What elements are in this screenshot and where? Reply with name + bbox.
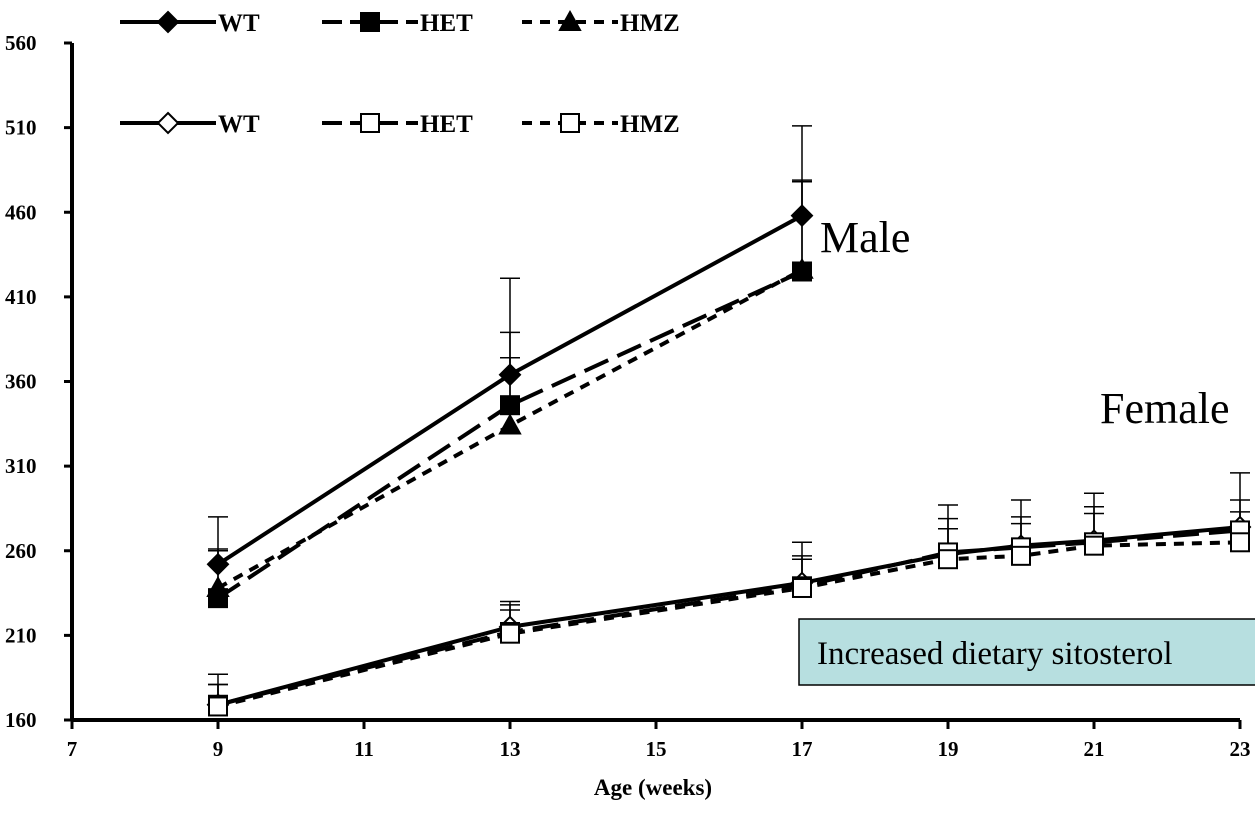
legend-female-het-marker <box>360 113 380 133</box>
legend-female-wt-label: WT <box>218 111 260 138</box>
male-hmz-point <box>206 575 230 597</box>
x-tick-label: 17 <box>792 737 813 761</box>
legend-male-het-label: HET <box>420 10 473 37</box>
female-hmz-point <box>938 549 958 570</box>
x-tick-label: 7 <box>67 737 78 761</box>
male-hmz-point <box>790 257 814 279</box>
y-tick-label: 260 <box>5 539 37 563</box>
legend-male-wt-marker <box>156 10 180 34</box>
legend-male-hmz-label: HMZ <box>620 10 680 37</box>
x-tick-label: 13 <box>500 737 521 761</box>
female-hmz-point <box>1011 545 1031 566</box>
x-tick-label: 9 <box>213 737 224 761</box>
male-wt-point <box>498 363 522 387</box>
annotation-box <box>798 618 1255 686</box>
female-hmz-point <box>500 623 520 644</box>
y-tick-label: 210 <box>5 623 37 647</box>
axes: 7 9 11 13 15 17 19 21 23 160 210 260 310 360 410 460 510… <box>5 31 1251 761</box>
female-hmz-point <box>208 696 228 717</box>
y-tick-label: 460 <box>5 200 37 224</box>
male-hmz-line <box>217 268 803 590</box>
female-hmz-point <box>1230 532 1250 553</box>
legend: WT HET HMZ WT HET HMZ <box>120 9 680 138</box>
y-tick-label: 160 <box>5 708 37 732</box>
x-tick-label: 19 <box>938 737 959 761</box>
female-hmz-point <box>1084 535 1104 556</box>
y-tick-label: 510 <box>5 116 37 140</box>
legend-female-hmz-label: HMZ <box>620 111 680 138</box>
female-group-label: Female <box>1100 384 1230 433</box>
male-group-label: Male <box>820 213 910 262</box>
male-het-point <box>500 395 520 416</box>
x-tick-label: 11 <box>354 737 374 761</box>
male-wt-point <box>206 552 230 576</box>
y-tick-label: 410 <box>5 285 37 309</box>
legend-female-het-label: HET <box>420 111 473 138</box>
legend-male-het-marker <box>360 12 380 32</box>
annotation-text: Increased dietary sitosterol <box>817 636 1173 672</box>
series-markers <box>206 204 1252 717</box>
x-axis-title: Age (weeks) <box>594 775 712 800</box>
legend-male-hmz-marker <box>558 9 582 31</box>
x-tick-label: 23 <box>1230 737 1251 761</box>
male-hmz-point <box>498 413 522 435</box>
legend-female-wt-marker <box>156 111 180 135</box>
x-tick-label: 15 <box>646 737 667 761</box>
legend-female-hmz-marker <box>560 113 580 133</box>
legend-male-wt-label: WT <box>218 10 260 37</box>
male-wt-point <box>790 204 814 228</box>
y-tick-label: 360 <box>5 370 37 394</box>
y-tick-label: 560 <box>5 31 37 55</box>
x-tick-label: 21 <box>1084 737 1105 761</box>
y-tick-label: 310 <box>5 454 37 478</box>
female-hmz-point <box>792 577 812 598</box>
